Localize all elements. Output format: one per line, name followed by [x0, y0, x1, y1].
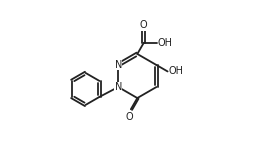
Text: N: N	[115, 82, 122, 92]
Text: OH: OH	[168, 66, 183, 76]
Text: O: O	[140, 20, 148, 30]
Text: N: N	[115, 60, 122, 70]
Text: O: O	[125, 112, 133, 122]
Text: OH: OH	[157, 38, 172, 48]
